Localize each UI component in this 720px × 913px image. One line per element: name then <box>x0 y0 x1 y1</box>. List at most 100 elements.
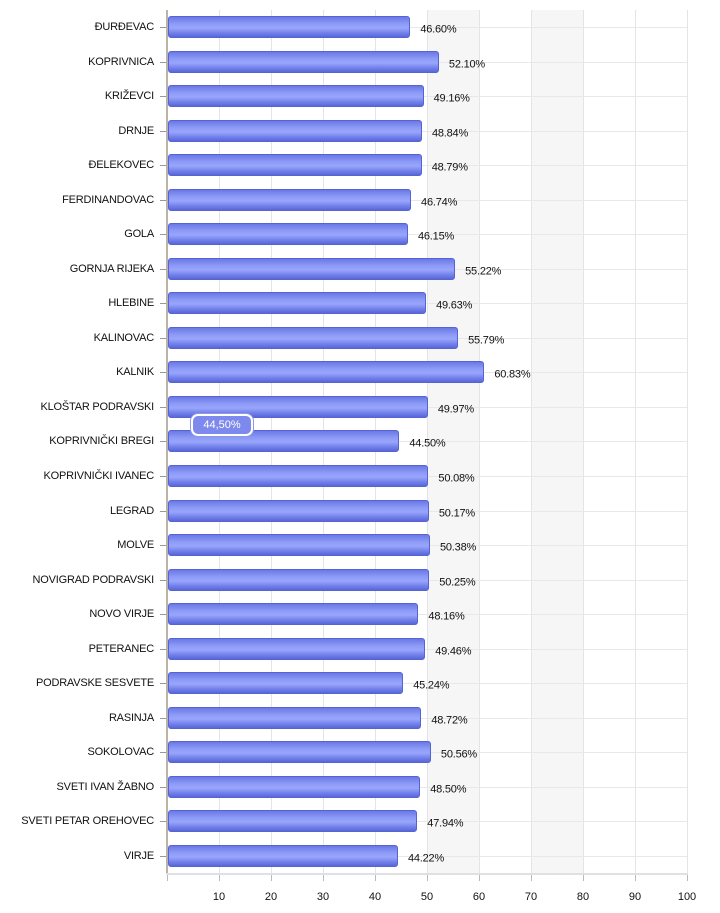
x-axis-tick <box>687 874 688 881</box>
category-label: SVETI PETAR OREHOVEC <box>21 815 154 828</box>
bar-value-label: 49.16% <box>433 92 470 105</box>
bar-value-label: 49.97% <box>437 403 474 416</box>
bar-value-label: 50.56% <box>440 748 478 761</box>
x-axis-tick <box>167 874 168 881</box>
horizontal-gridline <box>167 718 687 719</box>
bar-value-label: 44.50% <box>409 437 446 450</box>
bar-value-label: 50.38% <box>439 541 477 554</box>
bar-value-label: 50.25% <box>439 576 476 589</box>
bar <box>168 257 456 280</box>
bar-value-label: 48.72% <box>431 714 468 727</box>
y-axis-tick <box>160 234 166 235</box>
bar-value-label: 44.22% <box>407 852 445 865</box>
category-label: GOLA <box>124 228 154 241</box>
horizontal-gridline <box>167 200 687 201</box>
x-axis-tick <box>375 874 376 881</box>
bar-value-label: 46.74% <box>421 196 458 209</box>
x-tick-label: 90 <box>628 890 642 903</box>
bar <box>168 706 422 729</box>
horizontal-gridline <box>167 649 687 650</box>
category-label: ĐURĐEVAC <box>94 21 155 33</box>
y-axis-tick <box>160 338 166 339</box>
y-axis-tick <box>160 372 166 373</box>
x-axis-tick <box>323 874 324 881</box>
y-axis-tick <box>160 718 166 719</box>
bar <box>168 188 412 211</box>
bar <box>168 741 431 764</box>
bar <box>168 603 419 626</box>
y-axis-tick <box>160 614 166 615</box>
category-label: ĐELEKOVEC <box>88 159 155 172</box>
bar <box>168 326 459 349</box>
bar-tooltip: 44,50% <box>191 414 253 436</box>
bar-value-label: 52.10% <box>448 57 486 70</box>
x-tick-label: 40 <box>368 890 382 903</box>
bar-value-label: 47.94% <box>427 817 464 830</box>
x-axis-tick <box>479 874 480 881</box>
y-axis-tick <box>160 511 166 512</box>
horizontal-gridline <box>167 234 687 235</box>
bar-value-label: 46.15% <box>417 230 455 243</box>
y-axis-tick <box>160 200 166 201</box>
bar-value-label: 60.83% <box>494 368 531 381</box>
horizontal-gridline <box>167 787 687 788</box>
category-label: LEGRAD <box>109 504 154 517</box>
y-axis-tick <box>160 752 166 753</box>
category-label: VIRJE <box>123 849 154 862</box>
bar <box>168 361 485 384</box>
y-axis-tick <box>160 649 166 650</box>
horizontal-gridline <box>167 27 687 28</box>
horizontal-gridline <box>167 441 687 442</box>
bar <box>168 292 427 315</box>
bar <box>168 534 430 557</box>
y-axis-tick <box>160 269 166 270</box>
bar <box>168 223 408 246</box>
bar <box>168 119 422 142</box>
y-axis-tick <box>160 62 166 63</box>
y-axis-tick <box>160 821 166 822</box>
horizontal-gridline <box>167 131 687 132</box>
x-tick-label: 80 <box>576 890 590 903</box>
bar <box>168 16 411 38</box>
category-label: KALINOVAC <box>93 331 155 344</box>
y-axis-tick <box>160 683 166 684</box>
bar-value-label: 48.16% <box>428 610 465 623</box>
bar-value-label: 55.22% <box>465 265 502 278</box>
bar-value-label: 45.24% <box>413 679 450 692</box>
category-label: KOPRIVNIČKI IVANEC <box>43 470 155 483</box>
x-axis-tick <box>531 874 532 881</box>
x-tick-label: 70 <box>524 890 538 903</box>
y-axis-tick <box>160 580 166 581</box>
category-label: KOPRIVNICA <box>88 55 154 68</box>
bar-value-label: 50.08% <box>438 472 475 485</box>
y-axis-tick <box>160 96 166 97</box>
bar-value-label: 55.79% <box>468 334 505 347</box>
category-label: HLEBINE <box>108 297 154 310</box>
bar-value-label: 49.63% <box>436 299 473 312</box>
horizontal-gridline <box>167 614 687 615</box>
bar-value-label: 48.50% <box>430 783 467 796</box>
x-axis-tick <box>219 874 220 881</box>
y-axis-tick <box>160 441 166 442</box>
bar-value-label: 46.60% <box>420 23 457 36</box>
y-axis-tick <box>160 787 166 788</box>
horizontal-gridline <box>167 96 687 97</box>
bar <box>168 810 418 833</box>
category-label: MOLVE <box>117 539 154 552</box>
y-axis-tick <box>160 27 166 28</box>
x-tick-label: 20 <box>264 890 278 903</box>
bar <box>168 395 428 418</box>
horizontal-gridline <box>167 165 687 166</box>
x-tick-label: 10 <box>212 890 226 903</box>
category-label: DRNJE <box>118 124 154 137</box>
x-axis-tick <box>583 874 584 881</box>
category-label: KLOŠTAR PODRAVSKI <box>40 400 154 413</box>
horizontal-gridline <box>167 821 687 822</box>
horizontal-gridline <box>167 683 687 684</box>
horizontal-gridline <box>167 856 687 857</box>
y-axis-tick <box>160 856 166 857</box>
category-label: NOVO VIRJE <box>89 608 154 621</box>
bar <box>168 465 429 488</box>
y-axis-tick <box>160 131 166 132</box>
